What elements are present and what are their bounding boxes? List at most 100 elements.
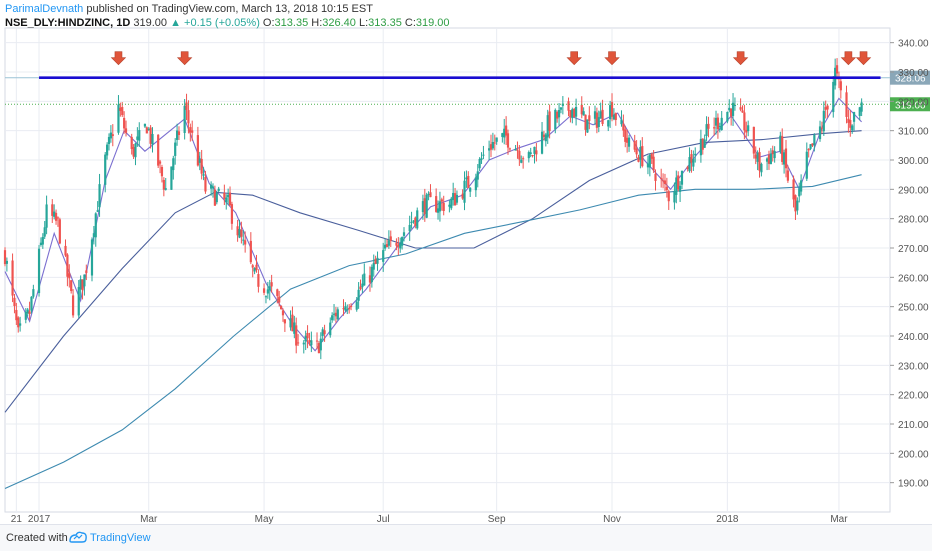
candle: [268, 279, 271, 301]
candle-body: [743, 112, 746, 131]
candle: [482, 145, 485, 160]
candle-body: [633, 140, 636, 150]
candle-body: [37, 248, 41, 294]
candle-body: [809, 144, 812, 149]
candle: [650, 152, 653, 164]
candle: [522, 156, 525, 169]
y-tick-label: 340.00: [898, 39, 929, 50]
candle-body: [268, 286, 271, 291]
candle-body: [514, 148, 517, 151]
candle: [402, 227, 406, 242]
current-price-label: 319.00: [895, 100, 926, 111]
candle: [119, 102, 122, 117]
candle-body: [410, 221, 413, 223]
candle: [410, 211, 413, 229]
down-arrow-icon[interactable]: [855, 51, 872, 66]
candle-body: [278, 296, 281, 303]
candle-body: [754, 154, 757, 159]
candle: [164, 177, 167, 191]
candle-body: [849, 120, 852, 128]
candle: [117, 95, 120, 135]
candle-body: [520, 159, 523, 163]
candle-body: [183, 105, 186, 134]
candle-body: [210, 184, 213, 189]
candle: [249, 232, 252, 265]
candle: [569, 110, 572, 123]
candle-body: [242, 239, 245, 241]
candle-body: [501, 133, 504, 137]
candle: [822, 101, 825, 136]
candle-body: [648, 154, 651, 168]
down-arrow-icon[interactable]: [840, 51, 857, 66]
candle-body: [586, 119, 589, 133]
candle: [544, 132, 547, 147]
candle: [743, 104, 746, 140]
candle: [503, 118, 506, 145]
candle-body: [614, 113, 617, 120]
candle-body: [202, 174, 205, 176]
candle: [185, 93, 188, 121]
candle: [478, 157, 481, 172]
author-link[interactable]: ParimalDevnath: [5, 3, 84, 15]
candle: [363, 263, 366, 286]
time-axis[interactable]: 21 2017 Mar May Jul Sep Nov 2018 Mar: [11, 514, 848, 524]
candle-body: [832, 81, 835, 113]
candle-body: [189, 127, 192, 133]
candle: [278, 290, 281, 307]
candle: [30, 296, 33, 314]
tradingview-logo-icon[interactable]: [68, 530, 88, 544]
down-arrow-icon[interactable]: [566, 51, 582, 66]
candle: [310, 331, 313, 353]
candle-body: [134, 143, 137, 158]
candle: [372, 254, 375, 277]
candle: [667, 189, 670, 210]
candle-body: [249, 240, 252, 263]
candle: [85, 264, 88, 281]
candle: [633, 134, 636, 153]
candle-body: [3, 250, 7, 265]
down-arrow-icon[interactable]: [176, 51, 193, 66]
candle: [745, 121, 748, 138]
candle-body: [317, 343, 321, 354]
candle: [728, 99, 731, 113]
candle-body: [582, 111, 585, 116]
price-axis[interactable]: 190.00 200.00 210.00 220.00 230.00 240.00 250.…: [890, 39, 929, 490]
candle: [130, 133, 133, 155]
symbol-label[interactable]: NSE_DLY:HINDZINC, 1D: [5, 17, 131, 29]
candle: [238, 219, 241, 239]
candle: [357, 282, 360, 309]
tradingview-brand[interactable]: TradingView: [90, 532, 151, 544]
candle-body: [402, 232, 406, 236]
candle-body: [374, 258, 377, 264]
candle-body: [204, 176, 207, 192]
candle: [355, 296, 358, 312]
candle: [334, 306, 338, 323]
candle-body: [522, 158, 525, 160]
close-label: C:: [404, 17, 416, 29]
resistance-tag: [890, 70, 930, 85]
x-tick-label: Jul: [377, 514, 390, 524]
candle-body: [187, 110, 190, 124]
candle: [138, 122, 141, 147]
down-arrow-icon[interactable]: [732, 51, 749, 66]
candle: [675, 170, 678, 204]
candle: [501, 132, 504, 143]
candle: [416, 207, 419, 230]
candle-body: [85, 270, 88, 274]
candle-body: [641, 146, 644, 167]
candle-body: [461, 193, 464, 199]
candle: [699, 129, 702, 163]
candle-body: [571, 109, 574, 119]
candle-body: [421, 201, 425, 213]
candle-body: [516, 149, 519, 151]
down-arrow-icon[interactable]: [604, 51, 620, 66]
candle-body: [489, 144, 493, 150]
candle-body: [646, 163, 650, 168]
candle: [839, 77, 842, 99]
candle: [771, 145, 774, 162]
candle-body: [98, 184, 101, 208]
candle-body: [442, 202, 445, 211]
candle: [134, 142, 137, 166]
down-arrow-icon[interactable]: [110, 51, 127, 66]
candle: [627, 134, 631, 152]
